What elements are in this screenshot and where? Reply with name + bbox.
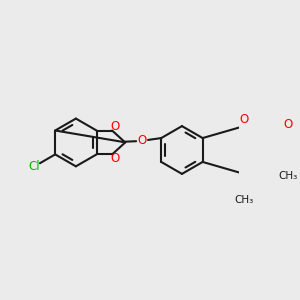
Text: O: O [284, 118, 293, 131]
Text: O: O [138, 134, 147, 147]
Text: O: O [111, 120, 120, 133]
Text: CH₃: CH₃ [234, 195, 254, 205]
Text: O: O [111, 152, 120, 165]
Text: Cl: Cl [28, 160, 40, 173]
Text: CH₃: CH₃ [279, 171, 298, 181]
Text: O: O [239, 113, 249, 126]
